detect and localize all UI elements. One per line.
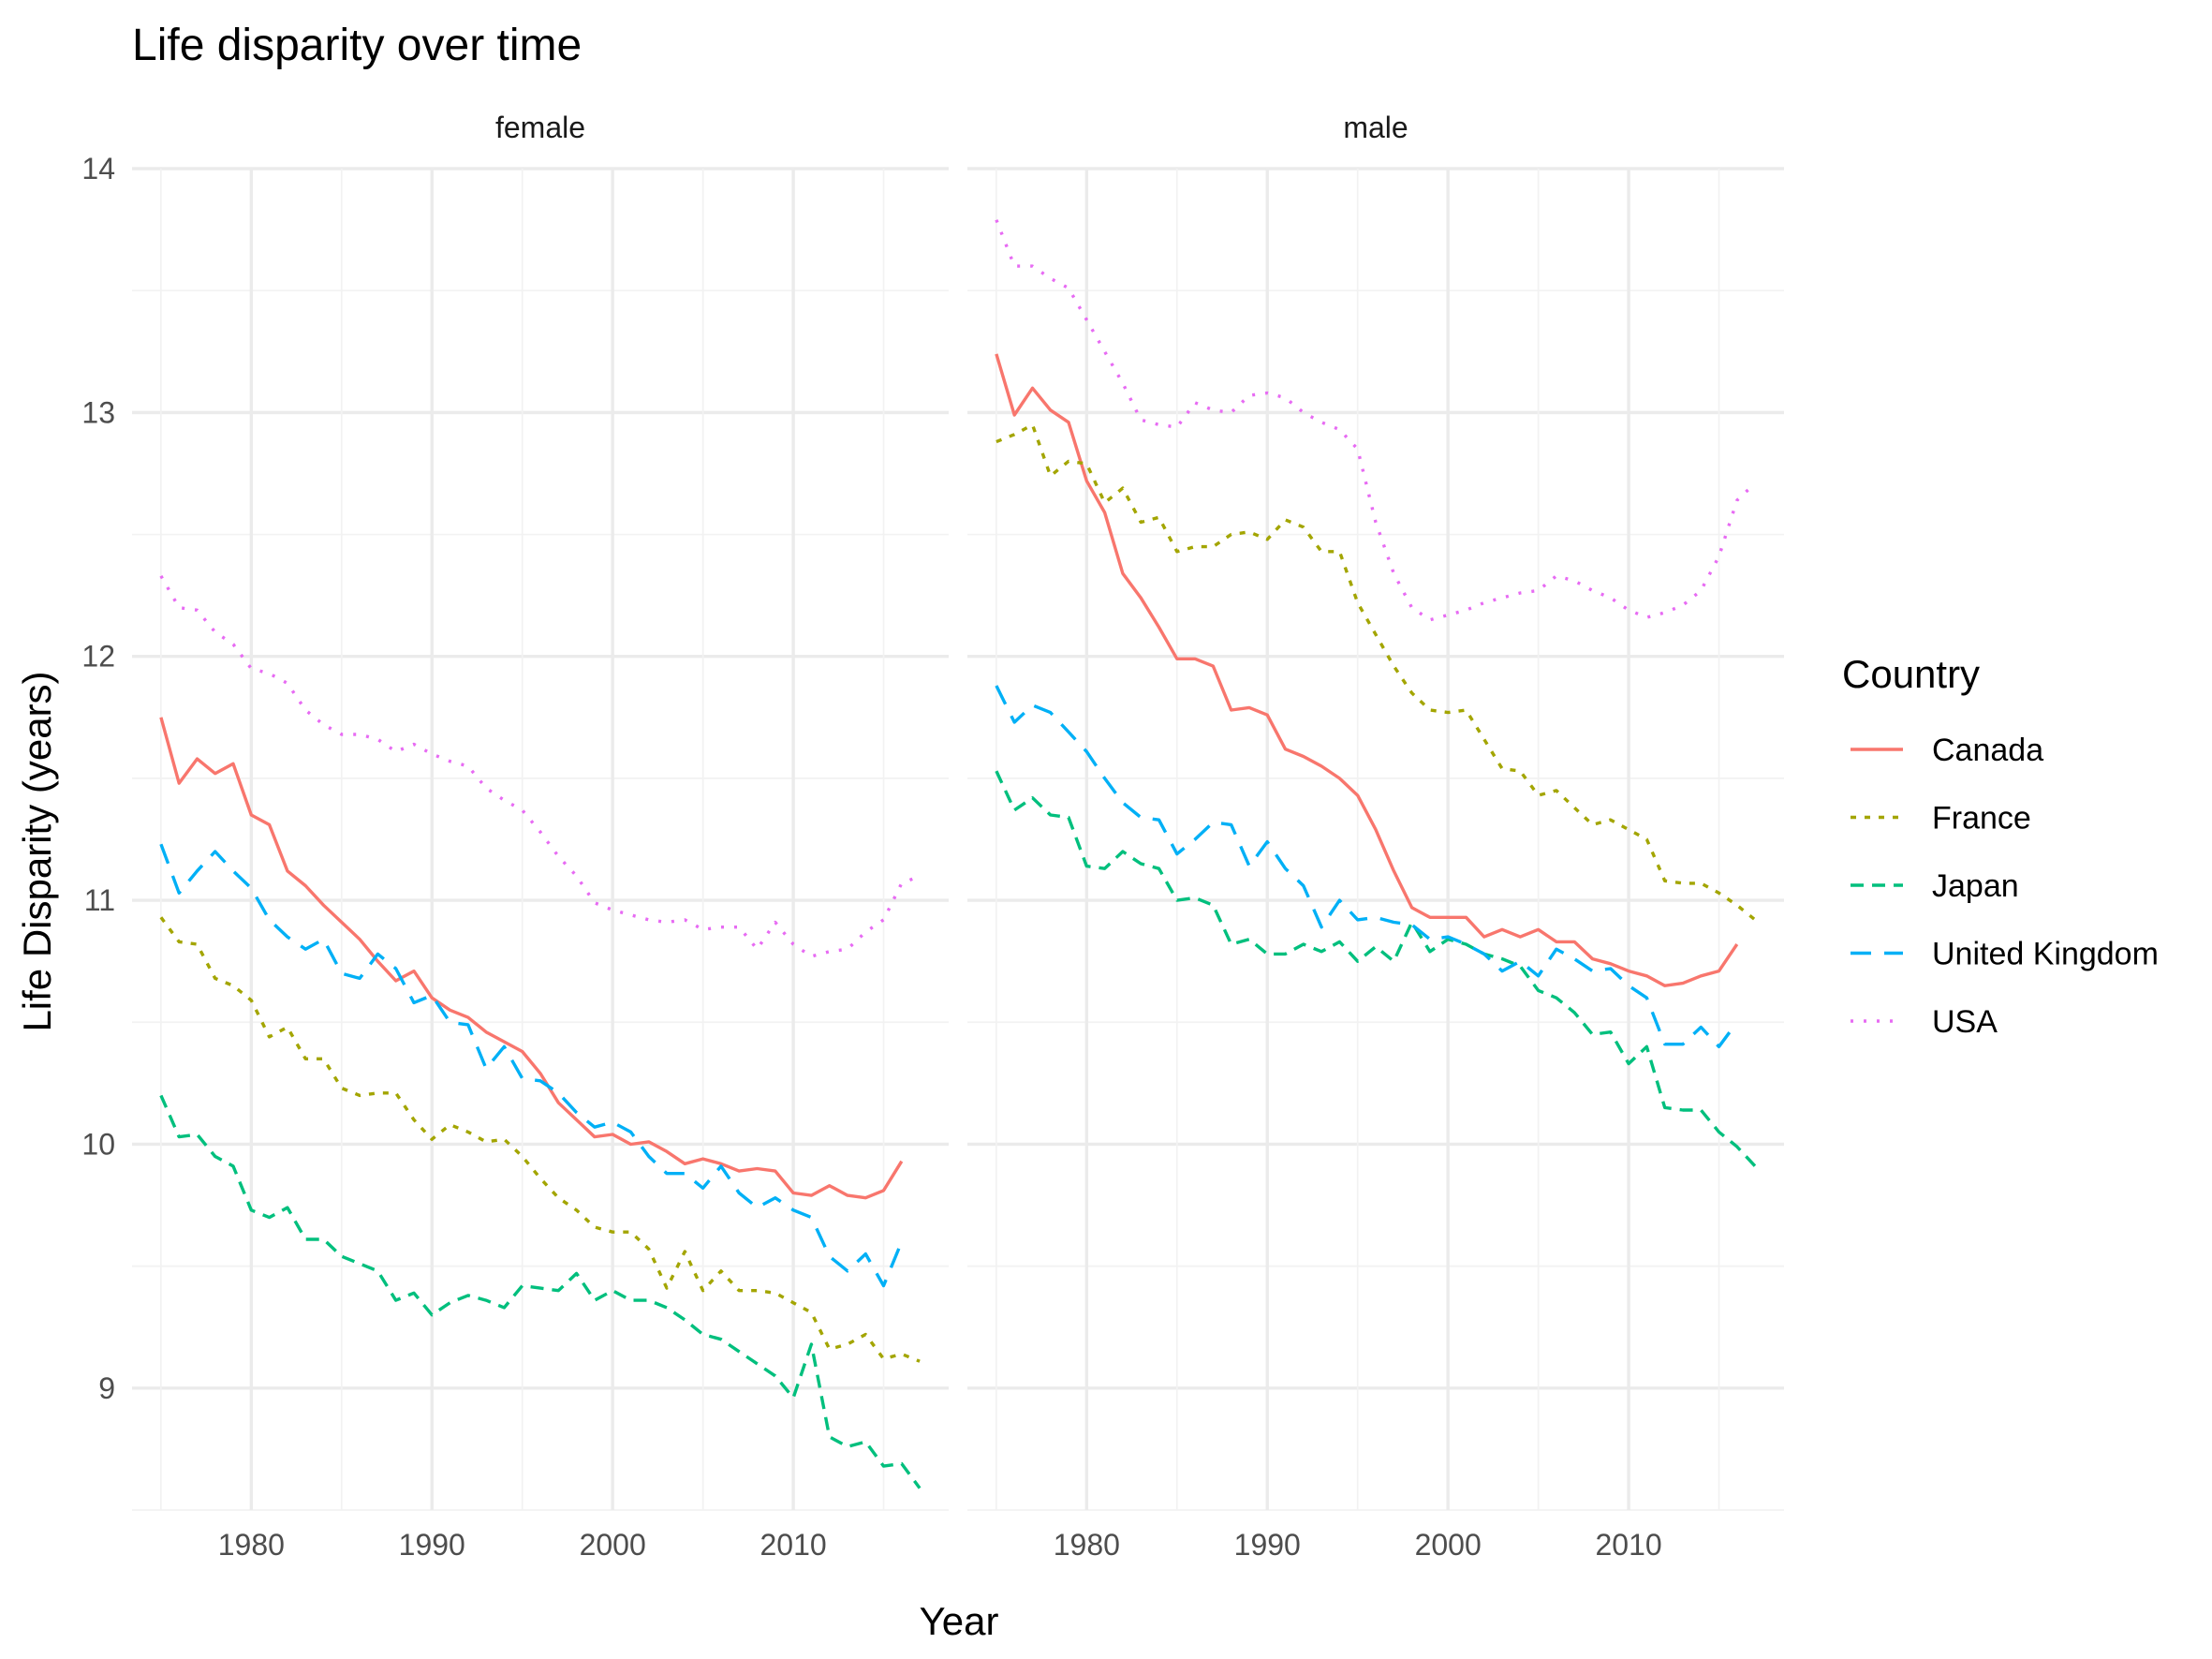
x-tick-label: 1980 [1054, 1528, 1120, 1562]
x-tick-label: 1980 [218, 1528, 285, 1562]
legend-label-japan: Japan [1932, 868, 2019, 904]
x-axis-tick-labels: 1980 1990 2000 2010 1980 1990 2000 2010 [218, 1528, 1662, 1562]
panel-strip-label-female: female [495, 111, 585, 144]
panel-strip-label-male: male [1343, 111, 1408, 144]
legend-label-usa: USA [1932, 1004, 1998, 1040]
series-line-female-japan [159, 1094, 922, 1489]
y-axis-title: Life Disparity (years) [15, 671, 59, 1031]
series-line-female-france [159, 916, 921, 1363]
series-line-male-france [995, 422, 1757, 922]
series-line-male-usa [995, 219, 1757, 622]
series-line-female-united-kingdom [159, 843, 904, 1288]
series-line-female-usa [159, 574, 921, 958]
x-tick-label: 2000 [580, 1528, 646, 1562]
x-tick-label: 1990 [399, 1528, 465, 1562]
chart-title: Life disparity over time [132, 21, 582, 70]
legend-label-canada: Canada [1932, 733, 2043, 768]
legend: Country Canada France Japan United Kingdom U… [1842, 652, 2159, 1040]
series-line-female-canada [159, 717, 904, 1200]
panel-female: female [132, 111, 949, 1511]
x-tick-label: 1990 [1234, 1528, 1301, 1562]
y-tick-label: 14 [81, 152, 115, 185]
x-tick-label: 2010 [1595, 1528, 1661, 1562]
x-tick-label: 2010 [759, 1528, 826, 1562]
y-tick-label: 9 [98, 1371, 115, 1405]
legend-title: Country [1842, 652, 1980, 696]
y-tick-label: 11 [84, 883, 115, 917]
y-tick-label: 10 [81, 1127, 115, 1161]
series-line-male-canada [995, 353, 1739, 987]
y-axis-tick-labels: 9 10 11 12 13 14 [81, 152, 115, 1405]
legend-label-united-kingdom: United Kingdom [1932, 937, 2159, 972]
panel-male: male [967, 111, 1784, 1511]
y-tick-label: 13 [81, 395, 115, 429]
legend-label-france: France [1932, 801, 2031, 837]
y-tick-label: 12 [81, 640, 115, 674]
series-line-male-united-kingdom [995, 685, 1739, 1049]
x-axis-title: Year [920, 1599, 999, 1643]
x-tick-label: 2000 [1415, 1528, 1482, 1562]
series-line-male-japan [995, 770, 1757, 1168]
